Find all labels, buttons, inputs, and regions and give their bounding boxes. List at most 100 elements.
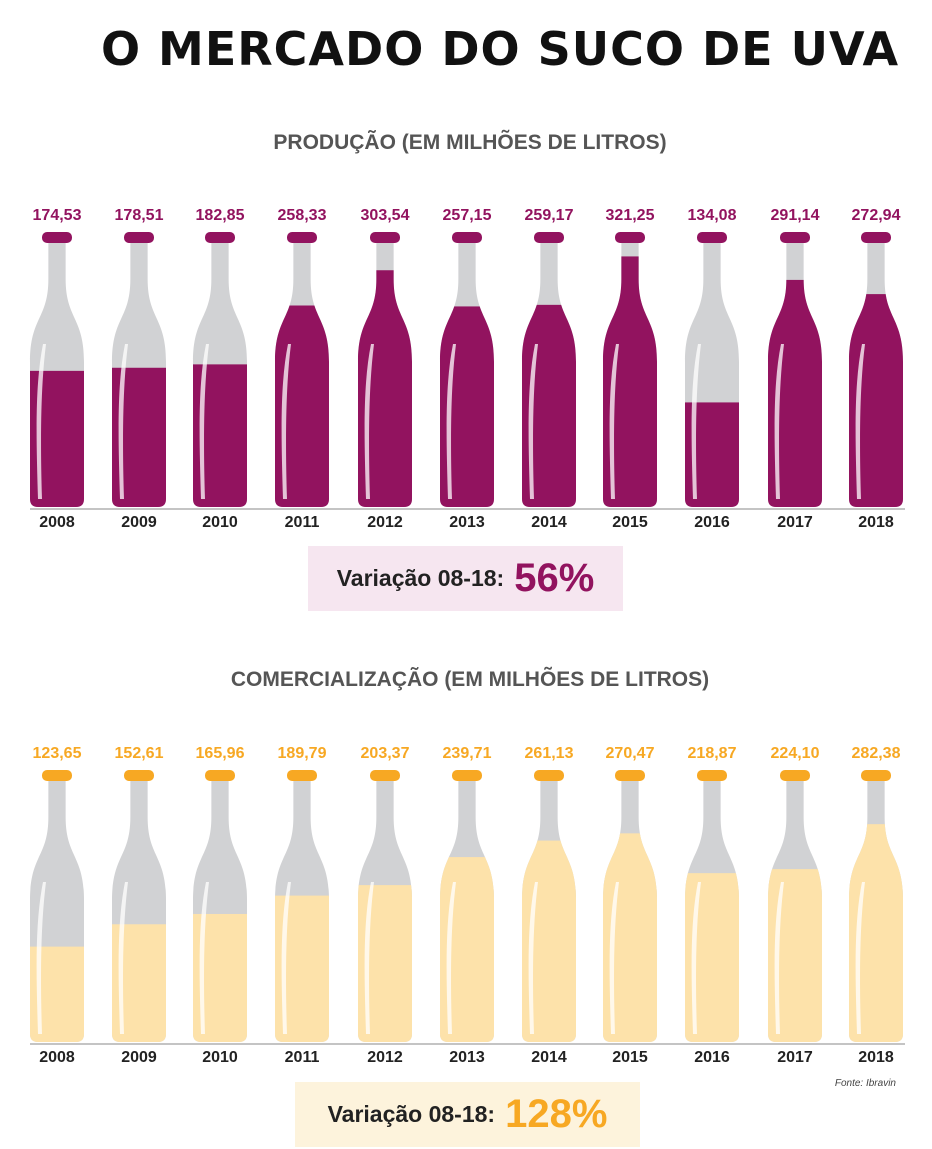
bottle-cap [452, 232, 482, 243]
year-label-2009: 2009 [121, 1049, 157, 1066]
production-chart: 174,53 2008 178,51 2009 182,85 2010 258,33 2011… [30, 207, 905, 530]
main-title: O MERCADO DO SUCO DE UVA [100, 22, 900, 76]
bottle-highlight [609, 344, 619, 499]
year-label-2013: 2013 [449, 1049, 485, 1066]
value-label-2017: 291,14 [771, 207, 820, 224]
year-label-2011: 2011 [285, 514, 320, 530]
bottle-2015: 321,25 [603, 207, 657, 507]
bar-2014 [522, 304, 576, 507]
year-label-2015: 2015 [612, 514, 648, 530]
bar-2013 [440, 857, 494, 1042]
bar-2009 [112, 924, 166, 1042]
bottle-highlight [281, 344, 291, 499]
bottle-highlight [691, 344, 701, 499]
bottle-highlight [528, 882, 538, 1034]
year-label-2011: 2011 [285, 1049, 320, 1066]
bottle-highlight [36, 882, 46, 1034]
production-chart-title: PRODUÇÃO (EM MILHÕES DE LITROS) [273, 131, 667, 154]
year-label-2009: 2009 [121, 514, 157, 530]
year-label-2012: 2012 [367, 1049, 403, 1066]
bottle-cap [452, 770, 482, 781]
bottle-highlight [446, 882, 456, 1034]
source-note: Fonte: Ibravin [834, 1078, 896, 1089]
production-variation-label: Variação 08-18: [336, 565, 505, 591]
bottle-cap [42, 770, 72, 781]
bottle-2017: 291,14 [768, 207, 822, 507]
value-label-2015: 321,25 [606, 207, 655, 224]
year-label-2014: 2014 [531, 514, 567, 530]
bottle-cap [534, 770, 564, 781]
bar-2015 [603, 833, 657, 1042]
bottle-2013: 257,15 [440, 207, 494, 507]
bottle-cap [780, 232, 810, 243]
bottle-highlight [855, 882, 865, 1034]
bottle-highlight [446, 344, 456, 499]
year-label-2008: 2008 [39, 514, 75, 530]
bottle-2014: 261,13 [522, 745, 576, 1042]
bottle-cap [124, 770, 154, 781]
bottle-highlight [36, 344, 46, 499]
bottle-cap [534, 232, 564, 243]
bar-2013 [440, 306, 494, 507]
bottle-cap [861, 770, 891, 781]
value-label-2011: 258,33 [278, 207, 327, 224]
year-label-2014: 2014 [531, 1049, 567, 1066]
bottle-cap [370, 232, 400, 243]
year-label-2010: 2010 [202, 1049, 238, 1066]
bottle-highlight [609, 882, 619, 1034]
bottle-2016: 218,87 [685, 745, 739, 1042]
bottle-2009: 178,51 [112, 207, 166, 507]
year-label-2018: 2018 [858, 1049, 894, 1066]
value-label-2014: 261,13 [525, 745, 574, 762]
value-label-2012: 303,54 [361, 207, 410, 224]
bar-2018 [849, 294, 903, 507]
production-variation-value: 56% [514, 556, 595, 600]
bottle-cap [205, 770, 235, 781]
bottle-2015: 270,47 [603, 745, 657, 1042]
year-label-2016: 2016 [694, 1049, 730, 1066]
bottle-highlight [774, 882, 784, 1034]
year-label-2012: 2012 [367, 514, 403, 530]
bottle-highlight [855, 344, 865, 499]
bottle-cap [287, 232, 317, 243]
bottle-2011: 258,33 [275, 207, 329, 507]
value-label-2016: 134,08 [688, 207, 737, 224]
commercialization-chart: 123,65 2008 152,61 2009 165,96 2010 189,79 2011… [30, 745, 905, 1066]
bottle-2008: 123,65 [30, 745, 84, 1042]
value-label-2017: 224,10 [771, 745, 820, 762]
bottle-highlight [281, 882, 291, 1034]
bottle-cap [42, 232, 72, 243]
year-label-2017: 2017 [777, 1049, 813, 1066]
bar-2018 [849, 824, 903, 1042]
bottle-highlight [364, 344, 374, 499]
value-label-2013: 239,71 [443, 745, 492, 762]
bottle-highlight [364, 882, 374, 1034]
bottle-highlight [774, 344, 784, 499]
bottle-cap [615, 232, 645, 243]
bottle-2010: 182,85 [193, 207, 247, 507]
bottle-cap [205, 232, 235, 243]
bottle-cap [370, 770, 400, 781]
commercialization-chart-title: COMERCIALIZAÇÃO (EM MILHÕES DE LITROS) [230, 668, 710, 691]
value-label-2009: 178,51 [115, 207, 164, 224]
bottle-2018: 272,94 [849, 207, 903, 507]
bottle-cap [615, 770, 645, 781]
year-label-2017: 2017 [777, 514, 813, 530]
bottle-highlight [199, 882, 209, 1034]
value-label-2012: 203,37 [361, 745, 410, 762]
bottle-cap [287, 770, 317, 781]
commercialization-variation-label: Variação 08-18: [327, 1101, 496, 1127]
year-label-2013: 2013 [449, 514, 485, 530]
value-label-2011: 189,79 [278, 745, 327, 762]
production-variation-box: Variação 08-18: 56% [308, 546, 623, 611]
value-label-2014: 259,17 [525, 207, 574, 224]
bottle-2014: 259,17 [522, 207, 576, 507]
year-label-2010: 2010 [202, 514, 238, 530]
bottle-highlight [528, 344, 538, 499]
bottle-2012: 303,54 [358, 207, 412, 507]
value-label-2018: 272,94 [852, 207, 901, 224]
value-label-2008: 123,65 [33, 745, 82, 762]
bar-2011 [275, 305, 329, 507]
value-label-2016: 218,87 [688, 745, 737, 762]
bar-2012 [358, 270, 412, 507]
